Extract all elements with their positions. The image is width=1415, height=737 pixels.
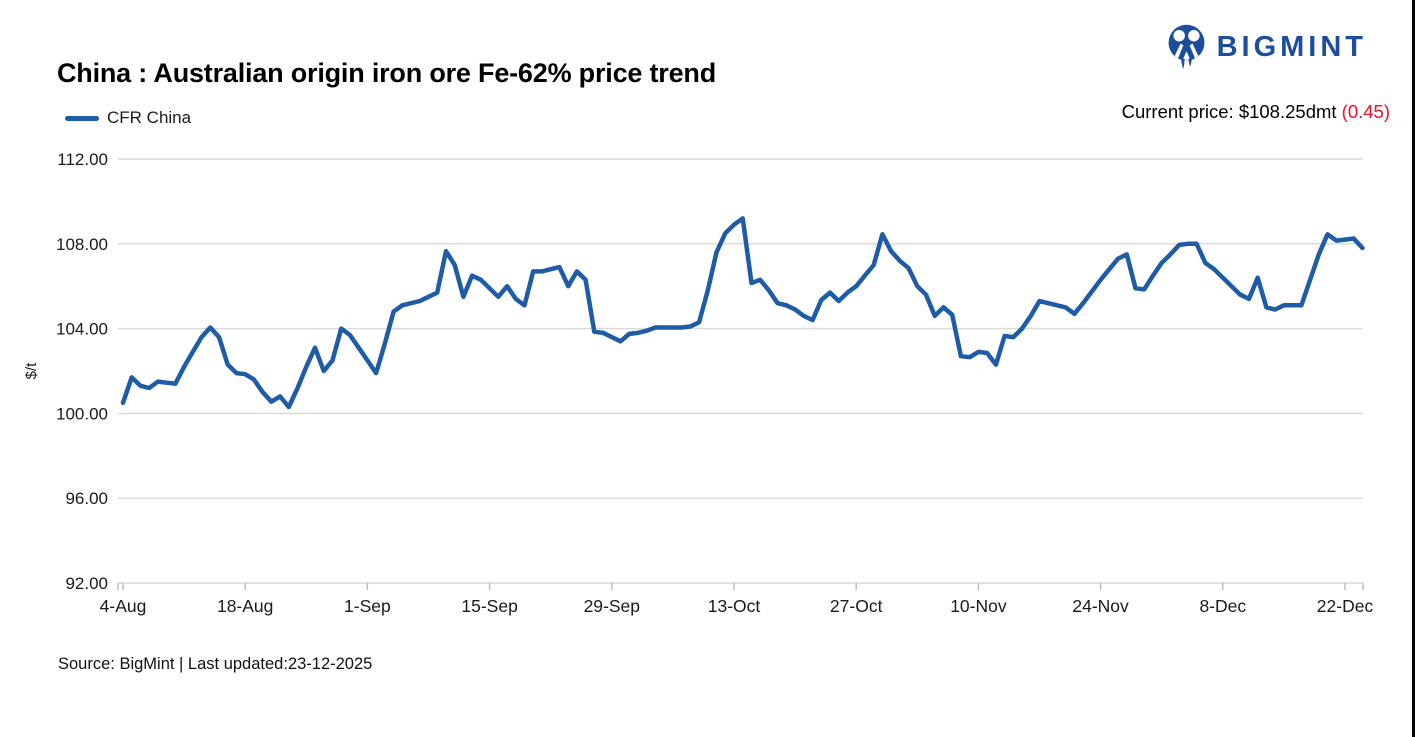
svg-text:18-Aug: 18-Aug	[217, 596, 273, 616]
legend-line-swatch	[65, 115, 99, 121]
source-note: Source: BigMint | Last updated:23-12-202…	[58, 655, 373, 673]
svg-text:10-Nov: 10-Nov	[950, 596, 1007, 616]
svg-text:$/t: $/t	[23, 362, 40, 380]
svg-text:22-Dec: 22-Dec	[1317, 596, 1374, 616]
svg-text:24-Nov: 24-Nov	[1072, 596, 1129, 616]
legend-label: CFR China	[107, 108, 192, 127]
svg-text:104.00: 104.00	[56, 320, 108, 339]
svg-text:96.00: 96.00	[65, 489, 108, 508]
brand: BIGMINT	[1166, 24, 1367, 70]
brand-name: BIGMINT	[1216, 30, 1367, 63]
svg-text:8-Dec: 8-Dec	[1199, 596, 1246, 616]
right-border	[1412, 0, 1415, 737]
svg-text:92.00: 92.00	[65, 574, 108, 593]
current-price: Current price: $108.25dmt (0.45)	[1122, 101, 1390, 123]
legend: CFR China	[65, 108, 191, 128]
svg-text:112.00: 112.00	[57, 150, 108, 169]
svg-text:27-Oct: 27-Oct	[830, 596, 883, 616]
svg-text:1-Sep: 1-Sep	[344, 596, 391, 616]
svg-text:4-Aug: 4-Aug	[100, 596, 147, 616]
svg-text:100.00: 100.00	[56, 404, 108, 423]
svg-text:108.00: 108.00	[56, 235, 108, 254]
svg-text:13-Oct: 13-Oct	[708, 596, 761, 616]
bigmint-logo-icon	[1168, 24, 1205, 69]
current-price-change: (0.45)	[1341, 101, 1390, 122]
current-price-label: Current price: $108.25dmt	[1121, 101, 1342, 122]
chart-title: China : Australian origin iron ore Fe-62…	[57, 58, 717, 88]
svg-text:15-Sep: 15-Sep	[461, 596, 517, 616]
svg-text:29-Sep: 29-Sep	[584, 596, 640, 616]
